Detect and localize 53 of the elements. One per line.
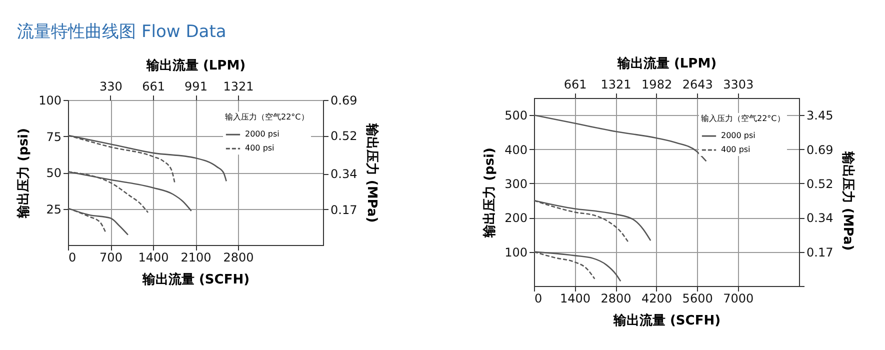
y2-tick-label: 0.17 — [330, 202, 358, 217]
x-tick-label: 2800 — [223, 250, 254, 264]
y-tick-label: 75 — [46, 130, 62, 144]
legend-title: 输入压力（空气22°C） — [701, 114, 785, 124]
y-tick-label: 400 — [504, 142, 528, 157]
y-tick-label: 300 — [504, 176, 528, 191]
x2-tick-label: 661 — [142, 80, 165, 94]
x-tick-label: 4200 — [642, 292, 672, 306]
x-tick-label: 0 — [534, 292, 542, 306]
y2-axis-title: 输出压力 (MPa) — [840, 150, 856, 251]
y2-tick-label: 0.52 — [330, 129, 358, 144]
x-tick-label: 1400 — [138, 250, 169, 264]
x2-tick-label: 3303 — [723, 78, 754, 92]
y-tick-label: 100 — [38, 94, 62, 108]
category-label: 3.45 — [806, 108, 834, 123]
category-label: 0.69 — [806, 142, 834, 157]
y-tick-label: 50 — [46, 166, 62, 180]
legend-label: 2000 psi — [721, 131, 756, 140]
chart-title: 流量特性曲线图 Flow Data — [17, 22, 226, 42]
y-tick-label: 500 — [504, 108, 528, 123]
category-label: 0.52 — [806, 176, 834, 191]
y-axis-title: 输出压力 (psi) — [16, 128, 32, 219]
x-tick-label: 2100 — [180, 250, 212, 264]
y2-tick-label: 0.34 — [330, 167, 358, 182]
x2-tick-label: 330 — [100, 80, 122, 94]
x2-axis-title: 输出流量 (LPM) — [145, 58, 246, 74]
legend-title: 输入压力（空气22°C） — [225, 112, 309, 122]
x-tick-label: 5600 — [682, 292, 713, 306]
x2-tick-label: 1321 — [223, 80, 254, 94]
x-tick-label: 2800 — [600, 292, 632, 306]
x-axis-title: 输出流量 (SCFH) — [141, 272, 250, 288]
x-tick-label: 0 — [68, 250, 76, 264]
y2-axis-title: 输出压力 (MPa) — [364, 122, 380, 223]
y-tick-label: 200 — [504, 211, 528, 226]
x2-axis-title: 输出流量 (LPM) — [616, 56, 717, 72]
y-axis-title: 输出压力 (psi) — [482, 148, 498, 238]
x-tick-label: 7000 — [723, 292, 754, 306]
x2-tick-label: 1982 — [642, 78, 672, 92]
legend-label: 2000 psi — [245, 130, 280, 139]
category-label: 0.17 — [806, 245, 834, 260]
x-tick-label: 700 — [100, 250, 122, 264]
x2-tick-label: 2643 — [682, 78, 713, 92]
x2-tick-label: 661 — [564, 78, 587, 92]
y2-tick-label: 0.69 — [330, 94, 358, 108]
category-label: 0.34 — [806, 211, 834, 226]
y-tick-label: 100 — [504, 245, 528, 260]
x-tick-label: 1400 — [560, 292, 591, 306]
x2-tick-label: 1321 — [600, 78, 632, 92]
y-tick-label: 25 — [46, 202, 62, 216]
x2-tick-label: 991 — [184, 80, 208, 94]
x-axis-title: 输出流量 (SCFH) — [612, 312, 721, 328]
legend-label: 400 psi — [721, 145, 750, 154]
legend-label: 400 psi — [245, 144, 274, 153]
